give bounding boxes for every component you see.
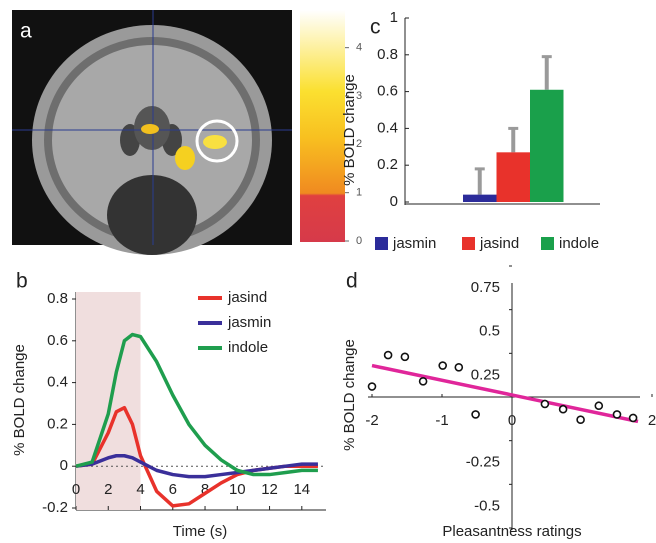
scatter-point xyxy=(401,353,408,360)
x-tick-label: 6 xyxy=(169,481,177,498)
panel-label: b xyxy=(16,270,28,293)
x-tick-label: 4 xyxy=(136,481,144,498)
x-tick-label: 12 xyxy=(261,481,278,498)
y-tick-label: 0 xyxy=(390,193,398,210)
y-tick-label: -0.2 xyxy=(42,499,68,516)
x-axis-label: Time (s) xyxy=(173,523,227,540)
bar xyxy=(497,152,531,202)
scatter-point xyxy=(455,364,462,371)
scatter-point xyxy=(541,400,548,407)
legend-label: jasmin xyxy=(392,235,436,252)
x-tick-label: 0 xyxy=(72,481,80,498)
y-axis-label: % BOLD change xyxy=(341,74,358,186)
colorbar-tick-label: 0 xyxy=(356,235,362,247)
legend-label: jasind xyxy=(479,235,519,252)
legend-swatch xyxy=(462,237,475,250)
legend-label: jasmin xyxy=(227,314,271,331)
x-tick-label: 2 xyxy=(104,481,112,498)
y-tick-label: 0.4 xyxy=(47,374,68,391)
y-tick-label: 0 xyxy=(60,457,68,474)
y-tick-label: 0.2 xyxy=(47,415,68,432)
fit-line xyxy=(372,366,638,422)
y-tick-label: -0.25 xyxy=(466,454,500,471)
y-tick-label: 0.8 xyxy=(377,46,398,63)
legend-swatch xyxy=(375,237,388,250)
y-tick-label: -0.5 xyxy=(474,497,500,514)
panel-label: a xyxy=(20,20,32,43)
x-tick-label: 2 xyxy=(648,412,656,429)
scatter-point xyxy=(420,378,427,385)
figure: a01234b-0.200.20.40.60.802468101214Time … xyxy=(0,0,656,543)
y-axis-label: % BOLD change xyxy=(341,339,358,451)
scatter-point xyxy=(630,414,637,421)
y-tick-label: 0.75 xyxy=(471,279,500,296)
y-tick-label: 0.2 xyxy=(377,156,398,173)
x-tick-label: 14 xyxy=(293,481,310,498)
y-tick-label: 0.5 xyxy=(479,323,500,340)
brain-image xyxy=(12,10,345,255)
x-tick-label: 10 xyxy=(229,481,246,498)
colorbar-tick-label: 4 xyxy=(356,42,362,54)
scatter-point xyxy=(595,402,602,409)
x-tick-label: -2 xyxy=(365,412,378,429)
panel-label: d xyxy=(346,270,358,293)
x-axis-label: Pleasantness ratings xyxy=(442,523,581,540)
y-tick-label: 0.6 xyxy=(47,332,68,349)
scatter-point xyxy=(439,362,446,369)
x-tick-label: 0 xyxy=(508,412,516,429)
scatter-point xyxy=(577,416,584,423)
y-tick-label: 0.4 xyxy=(377,119,398,136)
x-tick-label: -1 xyxy=(435,412,448,429)
scatter-point xyxy=(369,383,376,390)
y-tick-label: 0.25 xyxy=(471,366,500,383)
y-tick-label: 1 xyxy=(390,9,398,26)
scatter-point xyxy=(385,352,392,359)
legend-swatch xyxy=(541,237,554,250)
bar xyxy=(463,195,497,202)
legend-label: jasind xyxy=(227,289,267,306)
colorbar-tick-label: 1 xyxy=(356,187,362,199)
y-tick-label: 0.6 xyxy=(377,83,398,100)
scatter-point xyxy=(560,406,567,413)
scatter-point xyxy=(472,411,479,418)
y-axis-label: % BOLD change xyxy=(11,344,28,456)
stimulus-shade xyxy=(76,292,141,510)
legend-label: indole xyxy=(228,339,268,356)
panel-label: c xyxy=(370,16,381,39)
bar xyxy=(530,90,564,202)
y-tick-label: 0.8 xyxy=(47,290,68,307)
scatter-point xyxy=(614,411,621,418)
legend-label: indole xyxy=(559,235,599,252)
